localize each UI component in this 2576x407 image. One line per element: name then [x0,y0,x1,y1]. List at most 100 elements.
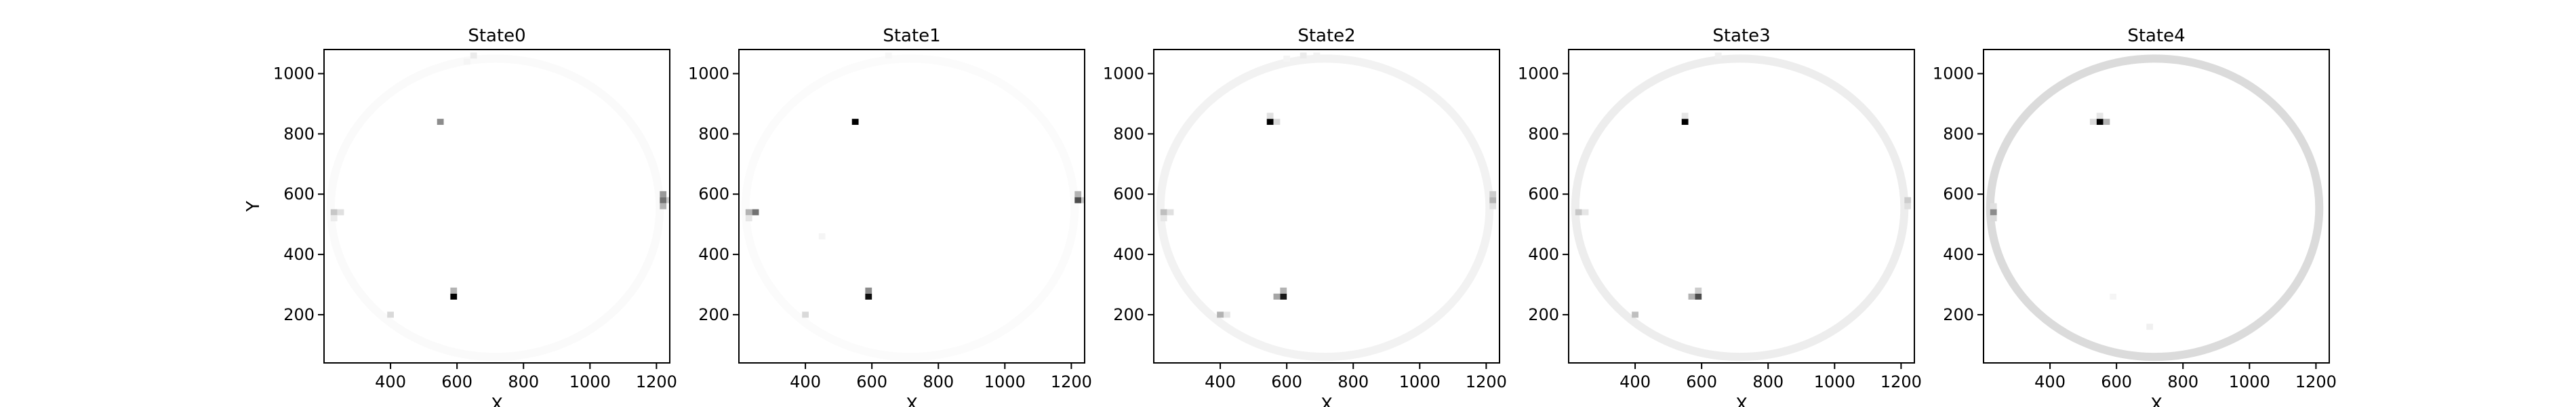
heatmap-cell [865,287,872,294]
y-tick-label: 600 [698,185,729,204]
x-tick-label: 400 [375,372,406,391]
y-tick-label: 400 [283,245,315,264]
heatmap-cell [1280,287,1287,294]
heatmap-cell [1074,197,1082,204]
plot-frame [1153,49,1500,364]
panel-title: State3 [1712,26,1770,46]
x-tick-label: 1200 [1051,372,1092,391]
heatmap-cell [2103,119,2110,125]
x-tick-label: 1000 [569,372,611,391]
y-tick-label: 800 [1528,124,1559,143]
heatmap-ring [1156,54,1494,362]
x-axis-label: X [1735,395,1748,407]
heatmap-cell [1273,293,1281,300]
heatmap-cell [2089,119,2097,125]
y-tick-label: 400 [1943,245,1974,264]
heatmap-cell [1681,113,1689,119]
x-tick-label: 600 [856,372,887,391]
heatmap-cell [1695,293,1702,300]
heatmap-cell [745,209,752,216]
y-tick-label: 800 [1943,124,1974,143]
heatmap-cell [1489,197,1497,204]
heatmap-cell [1160,215,1167,222]
heatmap-cell [660,203,667,210]
panel-title: State1 [883,26,940,46]
plot-frame [323,49,670,364]
x-tick-label: 1200 [636,372,677,391]
heatmap-cell [1074,191,1082,197]
y-tick-label: 400 [1528,245,1559,264]
y-tick-label: 600 [1113,185,1144,204]
heatmap-panel-0: 400 600 800 1000 1200 200 400 600 800 1000 State0 X… [243,26,677,407]
heatmap-panel-2: 400 600 800 1000 1200 200 400 600 800 1000 State2 X [1103,26,1507,407]
heatmap-cell [1283,55,1291,62]
x-axis-label: X [491,395,503,407]
heatmap-cell [330,209,338,216]
y-tick-label: 400 [698,245,729,264]
heatmap-panel-1: 400 600 800 1000 1200 200 400 600 800 1000 State1 X [688,26,1092,407]
heatmap-cell [745,215,752,222]
y-tick-label: 600 [1528,185,1559,204]
heatmap-cell [330,215,338,222]
x-tick-label: 1000 [1814,372,1855,391]
heatmap-cell [470,52,477,59]
heatmap-ring [1571,54,1909,362]
y-tick-label: 200 [1113,305,1144,324]
panel-title: State0 [468,26,525,46]
x-tick-label: 600 [2101,372,2132,391]
y-tick-label: 800 [283,124,315,143]
x-tick-label: 400 [790,372,821,391]
y-tick-label: 200 [283,305,315,324]
x-tick-label: 1200 [1466,372,1507,391]
heatmap-cells [1986,54,2324,362]
x-tick-label: 800 [1752,372,1784,391]
heatmap-cell [802,311,809,318]
panel-title: State2 [1297,26,1355,46]
y-tick-label: 200 [1943,305,1974,324]
x-tick-label: 800 [2167,372,2198,391]
y-tick-label: 800 [698,124,729,143]
heatmap-cell [1266,119,1274,125]
x-tick-label: 400 [1205,372,1236,391]
x-tick-label: 1000 [1399,372,1441,391]
x-axis-label: X [906,395,918,407]
y-axis-label: Y [243,201,264,212]
heatmap-cell [1632,311,1638,318]
heatmap-panel-3: 400 600 800 1000 1200 200 400 600 800 1000 State3 X [1518,26,1922,407]
heatmap-ring [326,54,664,362]
heatmap-cell [1300,52,1307,59]
heatmap-cell [2110,293,2117,300]
heatmap-cell [1489,203,1497,210]
heatmap-cell [337,209,344,216]
heatmap-cell [818,233,826,239]
heatmap-cell [1582,209,1589,216]
heatmap-panel-4: 400 600 800 1000 1200 200 400 600 800 1000 State4 X [1933,26,2337,407]
heatmap-cell [450,293,458,300]
heatmap-cell [1280,293,1287,300]
heatmap-cell [1489,191,1497,197]
heatmap-ring [1986,54,2324,362]
x-tick-label: 1200 [1880,372,1922,391]
heatmap-ring [741,54,1079,362]
x-tick-label: 1000 [984,372,1026,391]
x-tick-label: 800 [923,372,954,391]
y-tick-label: 1000 [1933,64,1974,83]
heatmap-cell [1714,52,1722,59]
heatmap-cell [2146,324,2154,330]
heatmap-cell [1688,293,1695,300]
heatmap-cell [865,293,872,300]
heatmap-cell [885,52,892,59]
heatmap-cell [1904,197,1912,204]
x-tick-label: 1000 [2229,372,2270,391]
plot-frame [1568,49,1915,364]
heatmap-cell [1904,203,1912,210]
y-tick-label: 1000 [688,64,729,83]
x-tick-label: 400 [2034,372,2066,391]
heatmap-cells [326,52,670,362]
y-tick-label: 1000 [1103,64,1144,83]
heatmap-cells [1156,52,1497,362]
heatmap-cell [437,119,444,125]
x-axis-label: X [2150,395,2162,407]
heatmap-cell [666,197,670,204]
